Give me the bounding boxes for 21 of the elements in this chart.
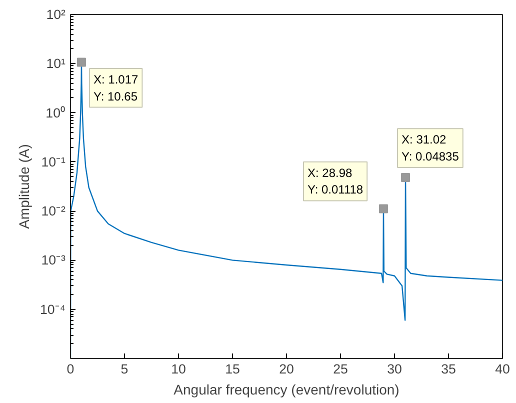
x-tick-label: 25 xyxy=(333,362,348,376)
x-tick-label: 30 xyxy=(387,362,402,376)
y-tick-label: 10⁻⁴ xyxy=(40,302,66,317)
annotation: X: 28.98 Y: 0.01118 xyxy=(307,166,364,197)
annotation: X: 1.017 Y: 10.65 xyxy=(93,72,139,104)
y-tick-label: 10⁻³ xyxy=(41,252,66,268)
x-tick-label: 20 xyxy=(279,362,294,376)
y-tick-label: 10⁰ xyxy=(46,105,66,120)
x-tick-label: 10 xyxy=(171,362,186,376)
x-axis-title: Angular frequency (event/revolution) xyxy=(174,382,400,398)
x-tick-label: 40 xyxy=(495,362,510,376)
y-tick-label: 10⁻² xyxy=(41,204,66,219)
x-tick-label: 5 xyxy=(120,362,128,376)
x-tick-label: 15 xyxy=(225,362,240,376)
y-tick-label: 10² xyxy=(46,7,66,22)
annotation: X: 31.02 Y: 0.04835 xyxy=(402,132,460,164)
x-tick-label: 35 xyxy=(441,362,456,376)
y-axis-title: Amplitude (A) xyxy=(16,144,32,229)
y-tick-label: 10⁻¹ xyxy=(41,154,66,170)
y-tick-label: 10¹ xyxy=(46,56,66,72)
x-tick-label: 0 xyxy=(66,362,74,376)
